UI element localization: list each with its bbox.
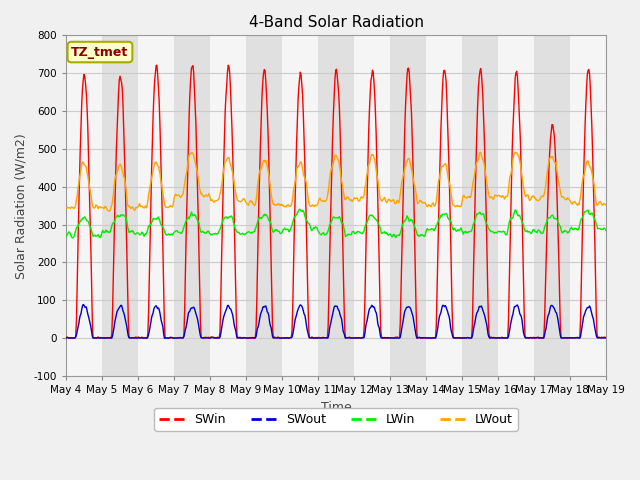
Bar: [66, 36, 102, 376]
Bar: [246, 36, 282, 376]
Y-axis label: Solar Radiation (W/m2): Solar Radiation (W/m2): [15, 133, 28, 278]
Text: TZ_tmet: TZ_tmet: [71, 46, 129, 59]
Bar: [210, 36, 246, 376]
Bar: [174, 36, 210, 376]
X-axis label: Time: Time: [321, 400, 351, 413]
Bar: [606, 36, 640, 376]
Bar: [498, 36, 534, 376]
Title: 4-Band Solar Radiation: 4-Band Solar Radiation: [248, 15, 424, 30]
Bar: [102, 36, 138, 376]
Bar: [390, 36, 426, 376]
Legend: SWin, SWout, LWin, LWout: SWin, SWout, LWin, LWout: [154, 408, 518, 431]
Bar: [462, 36, 498, 376]
Bar: [534, 36, 570, 376]
Bar: [138, 36, 174, 376]
Bar: [426, 36, 462, 376]
Bar: [318, 36, 354, 376]
Bar: [282, 36, 318, 376]
Bar: [570, 36, 606, 376]
Bar: [354, 36, 390, 376]
